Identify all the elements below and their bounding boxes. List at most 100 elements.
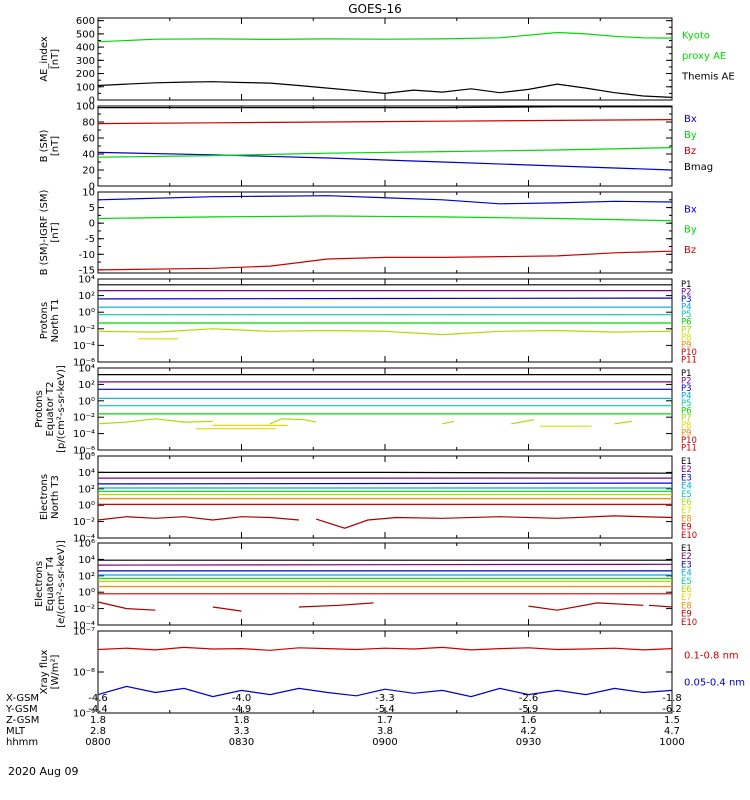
legend-label: E4 [681, 482, 692, 492]
y-tick-label: 10⁻⁴ [73, 341, 95, 352]
legend-label: P11 [681, 444, 697, 454]
y-tick-label: -5 [85, 234, 95, 245]
legend-label: E8 [681, 601, 692, 611]
series-line [511, 419, 535, 425]
ephemeris-table: X-GSMY-GSMZ-GSMMLThhmm-4.6-4.41.82.80800… [5, 693, 685, 748]
y-tick-label: -15 [79, 265, 95, 276]
series-line [97, 31, 673, 43]
y-tick-label: 10⁻⁸ [73, 668, 95, 679]
y-tick-label: 60 [82, 134, 95, 145]
y-tick-label: 10⁴ [78, 468, 95, 479]
legend-label: P8 [681, 333, 692, 343]
legend-label: E4 [681, 569, 692, 579]
legend-label: E6 [681, 585, 692, 595]
chart-title: GOES-16 [348, 2, 402, 16]
legend-label: P6 [681, 318, 692, 328]
ephemeris-row-label: hhmm [6, 737, 38, 748]
legend-label: Bz [684, 245, 696, 256]
panel-frame [97, 455, 673, 539]
legend-label: E7 [681, 506, 692, 516]
series-line [97, 195, 673, 205]
y-tick-label: 10⁻² [73, 604, 95, 615]
y-tick-label: 10⁴ [78, 275, 95, 286]
y-axis-label: [e/(cm²-s-sr-keV)] [56, 540, 67, 628]
y-tick-label: 80 [82, 118, 95, 129]
ephemeris-value: 0900 [372, 737, 397, 748]
y-axis-label: B (SM)-IGRF (SM) [39, 190, 50, 276]
series-line [97, 297, 673, 300]
y-tick-label: 300 [76, 56, 95, 67]
legend-label: E2 [681, 552, 692, 562]
legend-label: P4 [681, 303, 692, 313]
ephemeris-value: -3.3 [375, 693, 395, 704]
legend-label: By [684, 130, 697, 141]
y-tick-label: 100 [76, 82, 95, 93]
series-line [97, 119, 673, 125]
ephemeris-value: 0830 [229, 737, 254, 748]
date-label: 2020 Aug 09 [8, 765, 78, 778]
legend-label: E2 [681, 465, 692, 475]
series-line [98, 471, 673, 474]
panel-8: 10⁻⁷ 10⁻⁸ 10⁻⁹ Xray flux [W/m²] 0.1-0.8 nm 0.0… [39, 627, 745, 720]
series-line [97, 151, 673, 171]
legend-label: E1 [681, 457, 692, 467]
series-line [97, 646, 673, 651]
series-line [97, 250, 673, 271]
y-tick-label: 10⁻⁴ [73, 534, 95, 545]
legend-label: P2 [681, 376, 692, 386]
legend-label: 0.05-0.4 nm [684, 678, 745, 689]
series-line [212, 606, 242, 612]
panel-frame [97, 542, 673, 626]
y-tick-label: 10⁰ [78, 308, 95, 319]
y-tick-label: 10⁻² [73, 324, 95, 335]
legend-label: E7 [681, 593, 692, 603]
legend-label: P6 [681, 406, 692, 416]
ephemeris-value: -4.6 [88, 693, 108, 704]
legend-label: P10 [681, 348, 697, 358]
ephemeris-value: -5.4 [375, 704, 395, 715]
y-tick-label: 10⁻⁴ [73, 429, 95, 440]
ephemeris-row-label: Z-GSM [6, 715, 39, 726]
y-axis-label: [W/m²] [50, 654, 61, 689]
series-line [97, 516, 299, 521]
series-line [442, 420, 455, 425]
legend-label: P7 [681, 414, 692, 424]
ephemeris-row-label: MLT [6, 726, 26, 737]
y-tick-label: 10⁰ [78, 501, 95, 512]
legend-label: Bmag [684, 162, 713, 173]
ephemeris-value: -6.2 [662, 704, 682, 715]
legend-label: Themis AE [681, 72, 735, 83]
ephemeris-value: 4.7 [664, 726, 680, 737]
y-tick-label: 10⁻⁶ [73, 358, 95, 369]
y-axis-label: Protons [39, 302, 50, 339]
y-axis-label: B (SM) [39, 129, 50, 162]
legend-label: P2 [681, 288, 692, 298]
ephemeris-value: -4.0 [232, 693, 252, 704]
y-tick-label: 100 [76, 102, 95, 113]
y-tick-label: -10 [79, 250, 95, 261]
series-line [98, 106, 672, 109]
series-line [97, 685, 673, 698]
series-line [315, 515, 673, 529]
y-axis-label: [nT] [50, 136, 61, 156]
y-axis-label: Protons [34, 390, 45, 427]
y-tick-label: 500 [76, 29, 95, 40]
series-line [97, 215, 673, 222]
ephemeris-value: 1.7 [377, 715, 393, 726]
legend-label: P5 [681, 399, 692, 409]
panel-frame [97, 191, 673, 274]
series-line [97, 418, 213, 425]
y-tick-label: 0 [89, 182, 95, 193]
series-line [97, 81, 673, 98]
y-tick-label: 10⁰ [78, 396, 95, 407]
y-tick-label: 600 [76, 16, 95, 27]
y-tick-label: 200 [76, 69, 95, 80]
legend-label: P3 [681, 384, 692, 394]
legend-label: 0.1-0.8 nm [684, 650, 739, 661]
y-tick-label: 400 [76, 43, 95, 54]
legend-label: E5 [681, 577, 692, 587]
ephemeris-value: -4.4 [88, 704, 108, 715]
legend-label: By [684, 225, 697, 236]
panel-frame [97, 278, 673, 363]
y-tick-label: 10⁻⁶ [73, 446, 95, 457]
